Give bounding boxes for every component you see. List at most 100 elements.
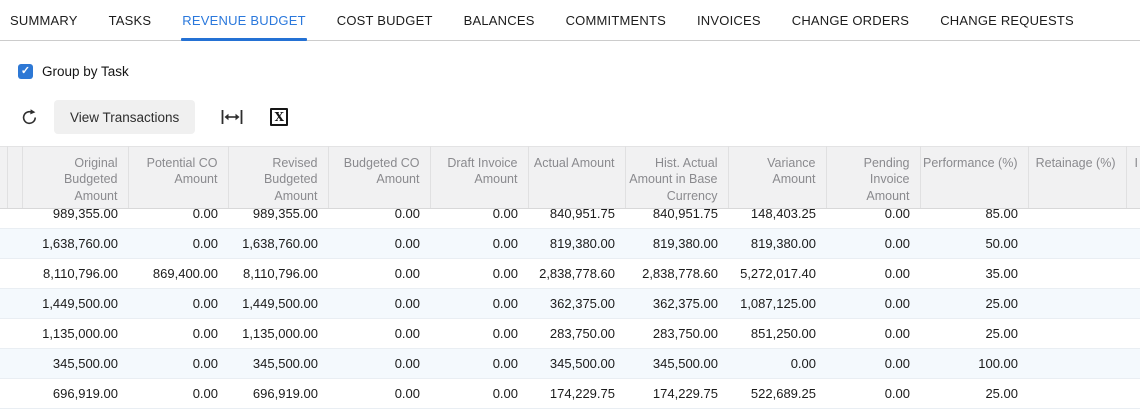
table-cell: 989,355.00 [22, 208, 128, 230]
table-row[interactable]: 345,500.00 0.00 345,500.00 0.00 0.00 345,500.… [0, 348, 1140, 380]
table-cell: 8,110,796.00 [22, 258, 128, 290]
tab-cost-budget[interactable]: COST BUDGET [336, 12, 433, 28]
table-cell: 0.00 [430, 228, 528, 260]
table-row[interactable]: 1,638,760.00 0.00 1,638,760.00 0.00 0.00 819,… [0, 228, 1140, 260]
column-header[interactable]: Draft Invoice Amount [430, 146, 529, 209]
table-cell: 840,951.75 [625, 208, 728, 230]
row-gutter-cell [7, 228, 22, 260]
grid-rows: 989,355.00 0.00 989,355.00 0.00 0.00 840,951.… [0, 208, 1140, 410]
table-cell: 345,500.00 [528, 348, 625, 380]
tab-summary[interactable]: SUMMARY [10, 12, 78, 28]
table-cell [1028, 378, 1126, 410]
table-cell-partial [1126, 258, 1140, 290]
header-gutter-cell [7, 146, 23, 209]
tab-invoices[interactable]: INVOICES [697, 12, 761, 28]
table-cell: 1,638,760.00 [22, 228, 128, 260]
column-header[interactable]: Potential CO Amount [128, 146, 229, 209]
table-cell: 0.00 [328, 348, 430, 380]
table-cell-partial [1126, 318, 1140, 350]
table-cell: 0.00 [430, 208, 528, 230]
table-cell [1028, 318, 1126, 350]
tab-balances[interactable]: BALANCES [463, 12, 535, 28]
table-cell: 0.00 [128, 378, 228, 410]
row-gutter-cell [7, 288, 22, 320]
table-cell: 696,919.00 [228, 378, 328, 410]
table-cell: 1,638,760.00 [228, 228, 328, 260]
column-header[interactable]: Variance Amount [728, 146, 827, 209]
table-cell: 869,400.00 [128, 258, 228, 290]
table-cell: 2,838,778.60 [528, 258, 625, 290]
row-gutter-cell [0, 348, 7, 380]
table-cell: 25.00 [920, 288, 1028, 320]
table-cell: 0.00 [430, 258, 528, 290]
table-cell: 0.00 [328, 288, 430, 320]
table-cell [1028, 288, 1126, 320]
table-cell: 0.00 [826, 208, 920, 230]
header-row: Original Budgeted Amount Potential CO Amo… [0, 146, 1140, 209]
table-cell: 0.00 [826, 378, 920, 410]
tab-change-orders[interactable]: CHANGE ORDERS [791, 12, 910, 28]
table-cell: 0.00 [430, 378, 528, 410]
tab-revenue-budget[interactable]: REVENUE BUDGET [181, 0, 308, 41]
table-cell: 696,919.00 [22, 378, 128, 410]
table-cell: 25.00 [920, 318, 1028, 350]
row-gutter-cell [7, 348, 22, 380]
column-header[interactable]: Retainage (%) [1028, 146, 1127, 209]
table-cell: 25.00 [920, 378, 1028, 410]
table-cell: 5,272,017.40 [728, 258, 826, 290]
grid-body: 989,355.00 0.00 989,355.00 0.00 0.00 840,951.… [0, 208, 1140, 410]
tab-change-requests[interactable]: CHANGE REQUESTS [940, 12, 1074, 28]
table-row[interactable]: 696,919.00 0.00 696,919.00 0.00 0.00 174,229.… [0, 378, 1140, 410]
column-header[interactable]: Original Budgeted Amount [22, 146, 129, 209]
column-header[interactable]: Budgeted CO Amount [328, 146, 431, 209]
column-header[interactable]: Pending Invoice Amount [826, 146, 921, 209]
table-cell: 0.00 [430, 288, 528, 320]
refresh-icon[interactable] [20, 108, 39, 127]
table-cell: 362,375.00 [625, 288, 728, 320]
view-transactions-button[interactable]: View Transactions [54, 100, 196, 134]
tab-tasks[interactable]: TASKS [108, 12, 152, 28]
table-cell: 0.00 [128, 288, 228, 320]
column-header[interactable]: Performance (%) [920, 146, 1029, 209]
column-header[interactable]: Revised Budgeted Amount [228, 146, 329, 209]
fit-columns-icon[interactable] [219, 108, 245, 126]
table-cell-partial [1126, 378, 1140, 410]
column-header-partial: I [1126, 146, 1140, 209]
table-cell: 1,135,000.00 [22, 318, 128, 350]
table-cell: 0.00 [826, 348, 920, 380]
table-cell: 819,380.00 [728, 228, 826, 260]
column-header[interactable]: Hist. Actual Amount in Base Currency [625, 146, 729, 209]
table-row[interactable]: 989,355.00 0.00 989,355.00 0.00 0.00 840,951.… [0, 208, 1140, 230]
table-cell: 174,229.75 [528, 378, 625, 410]
export-excel-icon[interactable] [270, 108, 289, 126]
tab-commitments[interactable]: COMMITMENTS [565, 12, 666, 28]
table-row[interactable]: 1,135,000.00 0.00 1,135,000.00 0.00 0.00 283,… [0, 318, 1140, 350]
table-cell: 85.00 [920, 208, 1028, 230]
row-gutter-cell [7, 208, 22, 230]
table-cell: 989,355.00 [228, 208, 328, 230]
table-cell: 362,375.00 [528, 288, 625, 320]
filter-row: Group by Task [18, 61, 1140, 81]
table-row[interactable]: 1,449,500.00 0.00 1,449,500.00 0.00 0.00 362,… [0, 288, 1140, 320]
table-cell: 283,750.00 [625, 318, 728, 350]
table-cell: 0.00 [328, 208, 430, 230]
group-by-task-checkbox[interactable] [18, 63, 33, 79]
grid-body-viewport[interactable]: 989,355.00 0.00 989,355.00 0.00 0.00 840,951.… [0, 208, 1140, 415]
table-cell: 1,135,000.00 [228, 318, 328, 350]
table-cell: 851,250.00 [728, 318, 826, 350]
table-cell: 345,500.00 [625, 348, 728, 380]
table-cell: 0.00 [430, 348, 528, 380]
table-cell: 0.00 [826, 258, 920, 290]
table-cell-partial [1126, 348, 1140, 380]
column-header[interactable]: Actual Amount [528, 146, 626, 209]
table-cell: 100.00 [920, 348, 1028, 380]
table-cell: 35.00 [920, 258, 1028, 290]
table-cell: 0.00 [328, 318, 430, 350]
table-cell [1028, 228, 1126, 260]
table-cell: 8,110,796.00 [228, 258, 328, 290]
table-cell: 345,500.00 [228, 348, 328, 380]
table-cell: 840,951.75 [528, 208, 625, 230]
table-cell: 0.00 [728, 348, 826, 380]
table-row[interactable]: 8,110,796.00 869,400.00 8,110,796.00 0.00 0.… [0, 258, 1140, 290]
table-cell: 0.00 [328, 378, 430, 410]
